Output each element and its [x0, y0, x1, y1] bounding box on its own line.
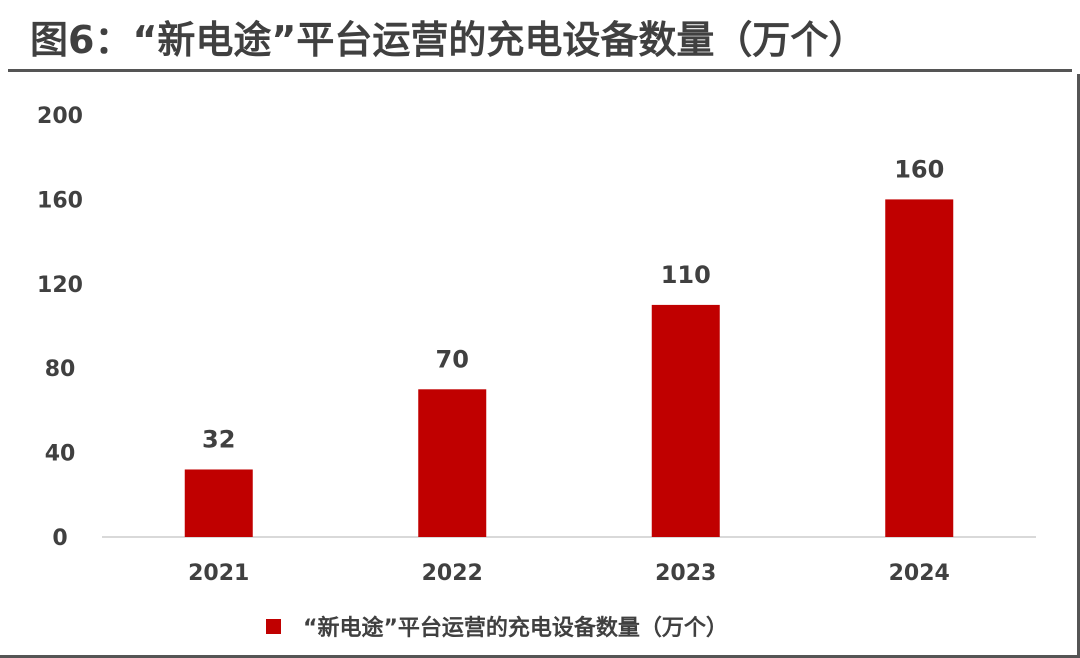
legend-label: “新电途”平台运营的充电设备数量（万个）	[303, 616, 728, 641]
y-tick-label: 0	[52, 526, 67, 551]
data-label: 160	[894, 155, 944, 183]
y-tick-label: 160	[37, 188, 83, 213]
y-tick-label: 40	[45, 442, 76, 467]
chart-legend: “新电途”平台运营的充电设备数量（万个）	[266, 611, 728, 641]
bar	[418, 389, 487, 537]
frame-right-border	[1077, 74, 1080, 658]
y-tick-label: 200	[37, 104, 83, 129]
x-tick-label: 2023	[655, 561, 716, 586]
y-tick-label: 120	[37, 273, 83, 298]
x-tick-label: 2021	[188, 561, 249, 586]
title-underline	[8, 69, 1072, 72]
bar	[651, 304, 720, 537]
legend-swatch	[266, 618, 281, 634]
data-label: 110	[661, 261, 711, 289]
y-tick-label: 80	[45, 357, 76, 382]
bar	[184, 469, 253, 537]
frame-bottom-border	[0, 655, 1080, 658]
chart-title: 图6：“新电途”平台运营的充电设备数量（万个）	[30, 18, 867, 62]
x-tick-label: 2022	[422, 561, 483, 586]
x-tick-label: 2024	[889, 561, 950, 586]
data-label: 70	[436, 345, 469, 373]
data-label: 32	[202, 425, 235, 453]
bar	[885, 199, 954, 537]
